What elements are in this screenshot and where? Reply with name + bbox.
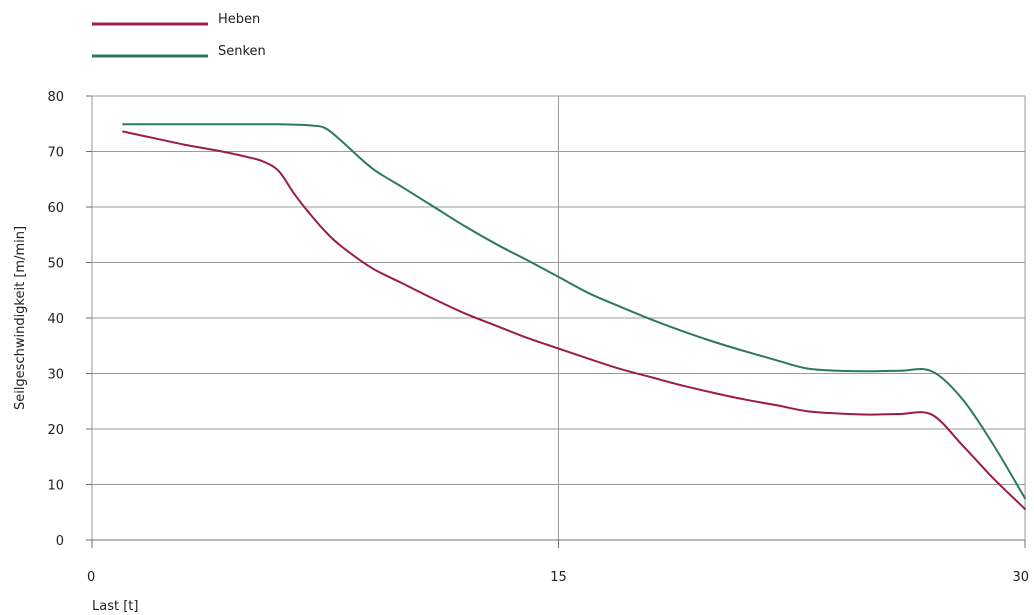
grid-layer xyxy=(91,95,1026,541)
series-layer xyxy=(122,123,1026,510)
y-tick-label: 20 xyxy=(47,423,64,438)
y-tick-label: 50 xyxy=(47,257,64,272)
y-tick-label: 30 xyxy=(47,368,64,383)
x-tick-label: 15 xyxy=(550,570,567,585)
series-line-heben xyxy=(122,130,1026,510)
axis-labels: 0 10 20 30 40 50 60 70 80 0 15 30 Last [t] Seilgeschw… xyxy=(13,90,1029,614)
legend: Heben Senken xyxy=(92,12,266,59)
axes-layer xyxy=(86,95,1026,548)
y-tick-label: 10 xyxy=(47,479,64,494)
legend-label-senken: Senken xyxy=(218,44,266,59)
legend-label-heben: Heben xyxy=(218,12,260,27)
y-axis-title: Seilgeschwindigkeit [m/min] xyxy=(13,226,28,410)
x-axis-title: Last [t] xyxy=(92,599,138,614)
y-tick-label: 70 xyxy=(47,146,64,161)
series-line-senken xyxy=(122,123,1026,500)
y-tick-label: 40 xyxy=(47,312,64,327)
x-tick-label: 30 xyxy=(1012,570,1029,585)
y-tick-label: 80 xyxy=(47,90,64,105)
x-tick-label: 0 xyxy=(87,570,95,585)
y-tick-label: 60 xyxy=(47,201,64,216)
y-tick-label: 0 xyxy=(56,534,64,549)
